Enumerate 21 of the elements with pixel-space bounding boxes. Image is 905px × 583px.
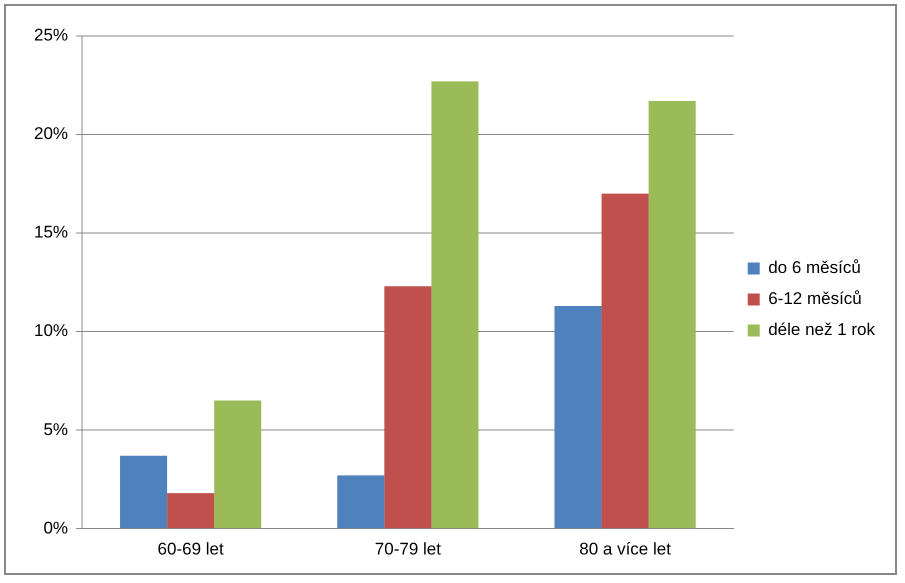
legend-label: déle než 1 rok <box>768 320 876 340</box>
x-tick-label: 70-79 let <box>374 539 442 558</box>
y-tick-label: 25% <box>34 26 68 45</box>
y-tick-label: 10% <box>34 321 68 340</box>
bar <box>602 194 649 528</box>
y-tick-label: 0% <box>43 518 68 538</box>
bar <box>431 81 478 528</box>
y-tick-label: 20% <box>34 124 68 144</box>
bar <box>167 493 214 528</box>
y-tick-label: 15% <box>34 222 68 242</box>
x-tick-label: 80 a více let <box>579 539 672 558</box>
bar <box>337 475 384 528</box>
bar <box>384 286 432 528</box>
y-tick-label: 5% <box>43 420 68 439</box>
x-tick-label: 60-69 let <box>158 539 224 558</box>
legend-label: 6-12 měsíců <box>768 289 862 308</box>
bar <box>554 306 602 528</box>
bar <box>214 400 262 528</box>
bar <box>648 101 696 528</box>
legend-label: do 6 měsíců <box>768 258 861 278</box>
bar <box>120 456 168 528</box>
